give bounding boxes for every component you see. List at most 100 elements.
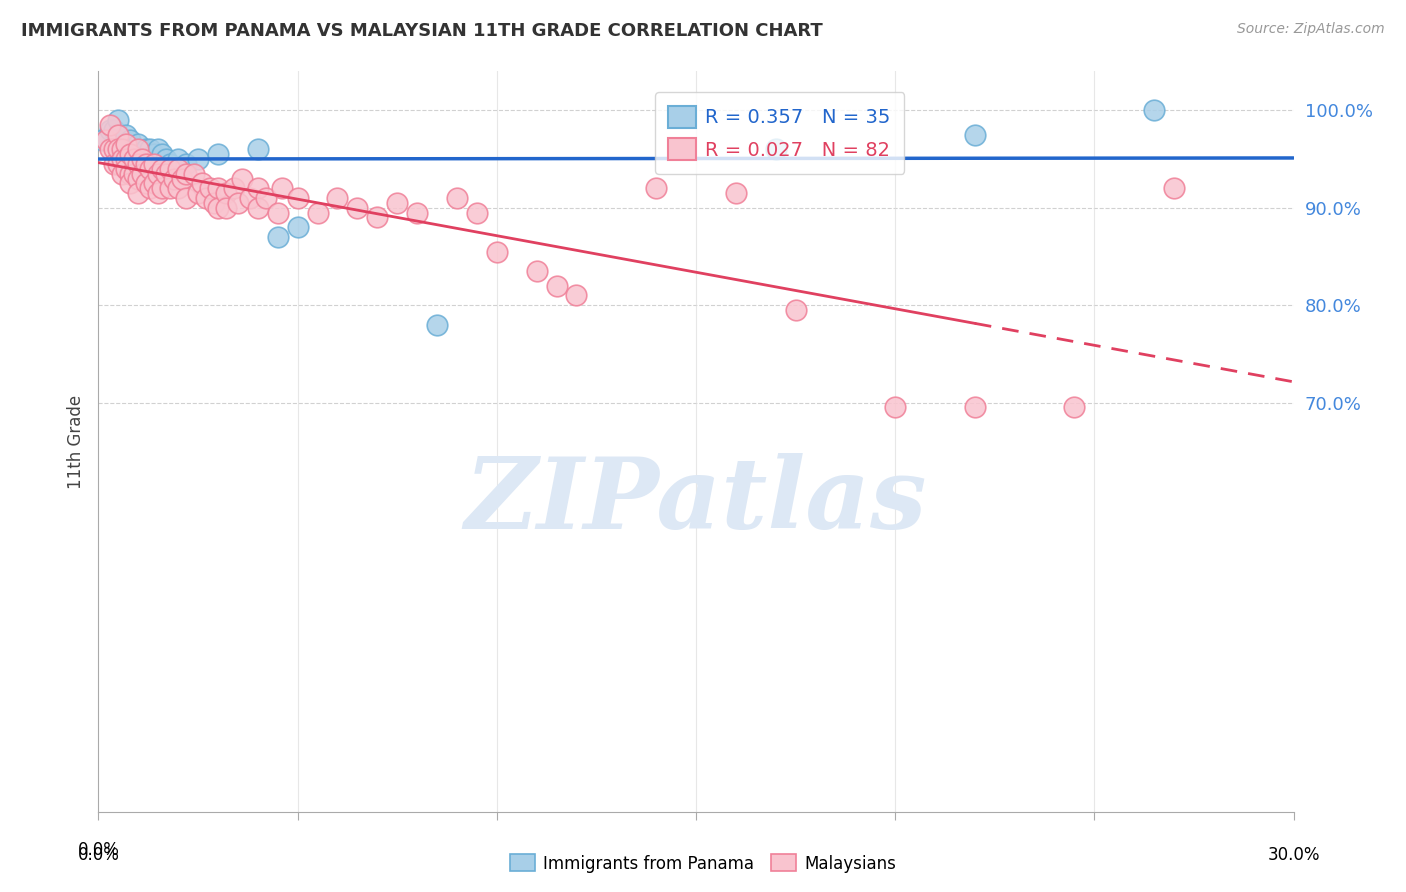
Point [366, 211, 388, 225]
Point [96, 132, 118, 146]
Point [207, 181, 229, 195]
Point [187, 186, 209, 201]
Point [385, 195, 409, 210]
Legend: Immigrants from Panama, Malaysians: Immigrants from Panama, Malaysians [503, 847, 903, 880]
Point [115, 128, 138, 142]
Point [163, 171, 186, 186]
Point [127, 157, 149, 171]
Point [172, 171, 194, 186]
Point [98, 118, 122, 132]
Point [127, 147, 149, 161]
Point [127, 186, 149, 201]
Y-axis label: 11th Grade: 11th Grade [66, 394, 84, 489]
Text: Source: ZipAtlas.com: Source: ZipAtlas.com [1237, 22, 1385, 37]
Point [963, 401, 986, 415]
Point [155, 152, 177, 166]
Point [98, 123, 122, 137]
Point [98, 142, 122, 156]
Point [124, 152, 146, 166]
Point [546, 278, 568, 293]
Point [174, 157, 197, 171]
Point [1143, 103, 1166, 118]
Point [174, 167, 197, 181]
Point [222, 181, 245, 195]
Point [1063, 401, 1085, 415]
Point [124, 167, 146, 181]
Point [183, 167, 205, 181]
Legend: R = 0.357   N = 35, R = 0.027   N = 82: R = 0.357 N = 35, R = 0.027 N = 82 [655, 92, 904, 174]
Point [150, 167, 173, 181]
Point [131, 147, 153, 161]
Point [963, 128, 986, 142]
Point [174, 191, 197, 205]
Point [446, 191, 468, 205]
Point [143, 177, 166, 191]
Point [307, 205, 329, 219]
Point [287, 191, 309, 205]
Point [107, 157, 129, 171]
Point [111, 167, 134, 181]
Point [485, 244, 508, 259]
Point [270, 181, 292, 195]
Point [254, 191, 277, 205]
Point [131, 167, 153, 181]
Point [246, 181, 269, 195]
Point [143, 147, 166, 161]
Point [115, 137, 138, 152]
Point [287, 220, 309, 235]
Point [231, 171, 253, 186]
Point [267, 230, 290, 244]
Point [346, 201, 368, 215]
Point [103, 157, 125, 171]
Point [159, 161, 181, 176]
Point [326, 191, 349, 205]
Point [120, 147, 142, 161]
Point [267, 205, 290, 219]
Point [526, 264, 548, 278]
Point [111, 137, 134, 152]
Point [167, 152, 190, 166]
Point [115, 152, 138, 166]
Point [150, 161, 173, 176]
Point [148, 142, 170, 156]
Point [115, 161, 138, 176]
Point [215, 201, 238, 215]
Point [139, 161, 162, 176]
Point [148, 186, 170, 201]
Text: 0.0%: 0.0% [77, 847, 120, 864]
Point [135, 142, 157, 156]
Point [565, 288, 588, 302]
Point [1163, 181, 1185, 195]
Point [724, 186, 747, 201]
Text: ZIPatlas: ZIPatlas [465, 452, 927, 549]
Point [139, 142, 162, 156]
Point [103, 123, 125, 137]
Point [187, 152, 209, 166]
Point [127, 137, 149, 152]
Point [884, 401, 907, 415]
Point [127, 171, 149, 186]
Point [765, 142, 787, 156]
Point [120, 132, 142, 146]
Point [246, 201, 269, 215]
Point [103, 142, 125, 156]
Point [135, 157, 157, 171]
Point [167, 161, 190, 176]
Point [226, 195, 249, 210]
Point [143, 157, 166, 171]
Point [645, 181, 668, 195]
Point [155, 167, 177, 181]
Point [215, 186, 238, 201]
Point [239, 191, 262, 205]
Point [120, 167, 142, 181]
Point [150, 181, 173, 195]
Point [139, 181, 162, 195]
Point [135, 177, 157, 191]
Point [150, 147, 173, 161]
Point [159, 157, 181, 171]
Point [198, 181, 221, 195]
Point [465, 205, 488, 219]
Point [120, 177, 142, 191]
Point [195, 191, 218, 205]
Point [124, 152, 146, 166]
